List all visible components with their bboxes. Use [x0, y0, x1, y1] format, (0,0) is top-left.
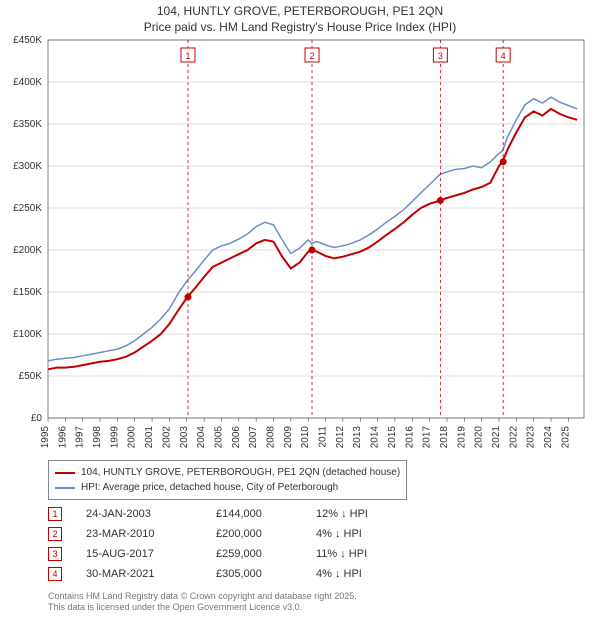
chart-container: 104, HUNTLY GROVE, PETERBOROUGH, PE1 2QN…: [0, 0, 600, 620]
svg-text:£300K: £300K: [13, 161, 42, 172]
svg-text:2005: 2005: [213, 426, 224, 449]
legend-swatch: [55, 487, 75, 489]
svg-text:£450K: £450K: [13, 35, 42, 46]
legend-label: 104, HUNTLY GROVE, PETERBOROUGH, PE1 2QN…: [81, 465, 400, 480]
legend: 104, HUNTLY GROVE, PETERBOROUGH, PE1 2QN…: [48, 460, 407, 500]
sale-number-box: 3: [48, 547, 62, 561]
svg-text:1997: 1997: [75, 426, 86, 449]
svg-text:£0: £0: [31, 413, 43, 424]
svg-text:2022: 2022: [508, 426, 519, 449]
svg-text:£150K: £150K: [13, 287, 42, 298]
table-row: 4 30-MAR-2021£305,0004% ↓ HPI: [48, 564, 416, 584]
svg-text:2025: 2025: [560, 426, 571, 449]
sale-price: £200,000: [216, 528, 316, 540]
svg-text:2006: 2006: [231, 426, 242, 449]
svg-text:2021: 2021: [491, 426, 502, 449]
footer-attribution: Contains HM Land Registry data © Crown c…: [48, 591, 357, 614]
svg-text:2024: 2024: [543, 426, 554, 449]
svg-text:2018: 2018: [439, 426, 450, 449]
legend-label: HPI: Average price, detached house, City…: [81, 480, 338, 495]
footer-line1: Contains HM Land Registry data © Crown c…: [48, 591, 357, 603]
sale-date: 15-AUG-2017: [86, 548, 216, 560]
table-row: 2 23-MAR-2010£200,0004% ↓ HPI: [48, 524, 416, 544]
svg-text:2004: 2004: [196, 426, 207, 449]
sale-diff: 11% ↓ HPI: [316, 548, 416, 560]
svg-text:2016: 2016: [404, 426, 415, 449]
svg-text:2013: 2013: [352, 426, 363, 449]
sale-number-box: 2: [48, 527, 62, 541]
sale-number-box: 4: [48, 567, 62, 581]
svg-text:2012: 2012: [335, 426, 346, 449]
table-row: 1 24-JAN-2003£144,00012% ↓ HPI: [48, 504, 416, 524]
svg-text:2023: 2023: [526, 426, 537, 449]
sale-price: £259,000: [216, 548, 316, 560]
svg-text:2020: 2020: [474, 426, 485, 449]
svg-text:1: 1: [185, 51, 190, 61]
sale-date: 24-JAN-2003: [86, 508, 216, 520]
svg-text:2011: 2011: [318, 426, 329, 448]
sale-diff: 4% ↓ HPI: [316, 528, 416, 540]
svg-text:2003: 2003: [179, 426, 190, 449]
svg-text:2007: 2007: [248, 426, 259, 449]
sale-diff: 12% ↓ HPI: [316, 508, 416, 520]
title-address: 104, HUNTLY GROVE, PETERBOROUGH, PE1 2QN: [0, 4, 600, 18]
sale-date: 23-MAR-2010: [86, 528, 216, 540]
svg-text:2008: 2008: [266, 426, 277, 449]
svg-text:£250K: £250K: [13, 203, 42, 214]
legend-item: 104, HUNTLY GROVE, PETERBOROUGH, PE1 2QN…: [55, 465, 400, 480]
svg-text:1999: 1999: [109, 426, 120, 449]
svg-text:3: 3: [438, 51, 443, 61]
svg-text:2017: 2017: [422, 426, 433, 449]
svg-text:2010: 2010: [300, 426, 311, 449]
sale-date: 30-MAR-2021: [86, 568, 216, 580]
sale-price: £144,000: [216, 508, 316, 520]
sale-number-box: 1: [48, 507, 62, 521]
svg-text:2002: 2002: [161, 426, 172, 449]
svg-text:2009: 2009: [283, 426, 294, 449]
svg-text:£100K: £100K: [13, 329, 42, 340]
svg-text:2019: 2019: [456, 426, 467, 449]
footer-line2: This data is licensed under the Open Gov…: [48, 602, 357, 614]
svg-text:1995: 1995: [40, 426, 51, 449]
svg-text:£200K: £200K: [13, 245, 42, 256]
table-row: 3 15-AUG-2017£259,00011% ↓ HPI: [48, 544, 416, 564]
svg-text:2014: 2014: [370, 426, 381, 449]
legend-item: HPI: Average price, detached house, City…: [55, 480, 400, 495]
svg-text:£50K: £50K: [19, 371, 43, 382]
sale-price: £305,000: [216, 568, 316, 580]
svg-text:1998: 1998: [92, 426, 103, 449]
sale-diff: 4% ↓ HPI: [316, 568, 416, 580]
sales-table: 1 24-JAN-2003£144,00012% ↓ HPI 2 23-MAR-201…: [48, 504, 416, 584]
legend-swatch: [55, 472, 75, 474]
svg-text:2001: 2001: [144, 426, 155, 449]
svg-text:£350K: £350K: [13, 119, 42, 130]
svg-text:2: 2: [310, 51, 315, 61]
svg-text:2015: 2015: [387, 426, 398, 449]
svg-text:£400K: £400K: [13, 77, 42, 88]
svg-text:2000: 2000: [127, 426, 138, 449]
svg-text:1996: 1996: [57, 426, 68, 449]
svg-text:4: 4: [501, 51, 506, 61]
line-chart: £0£50K£100K£150K£200K£250K£300K£350K£400…: [48, 40, 584, 418]
title-subtitle: Price paid vs. HM Land Registry's House …: [0, 20, 600, 34]
chart-titles: 104, HUNTLY GROVE, PETERBOROUGH, PE1 2QN…: [0, 0, 600, 34]
